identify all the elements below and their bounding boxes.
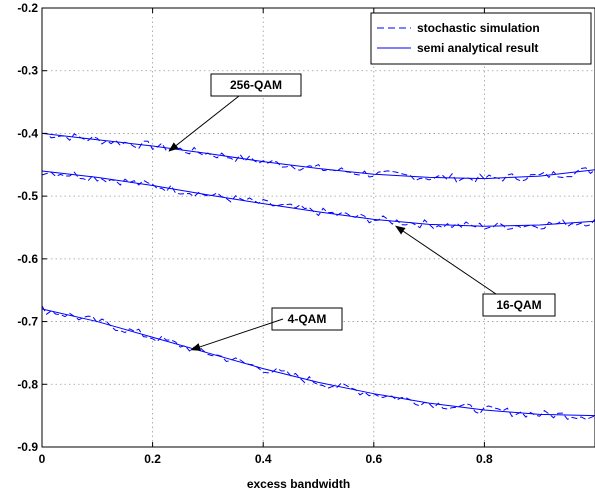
annotation-label: 256-QAM [230, 78, 282, 92]
axis-ticks: 0 0.2 0.4 0.6 0.8 -0.9 -0.8 -0.7 -0.6 -0.5 -0.4 -0.… [17, 1, 493, 466]
grid [42, 8, 595, 447]
series-semi-analytical-line [41, 132, 595, 180]
series-stochastic-line [41, 132, 595, 184]
annotation-box [271, 307, 343, 331]
series-semi-analytical-line [41, 308, 595, 417]
annotation-box [482, 293, 556, 317]
y-tick-label: -0.2 [17, 1, 38, 15]
x-tick-label: 0.4 [255, 452, 272, 466]
y-tick-label: -0.7 [17, 315, 38, 329]
annotation-box [210, 73, 302, 97]
legend-label-semi-analytical: semi analytical result [417, 41, 538, 55]
annotation-16-qam: 16-QAM [395, 225, 556, 317]
legend: stochastic simulation semi analytical re… [370, 12, 592, 65]
y-tick-label: -0.6 [17, 252, 38, 266]
legend-box [370, 12, 592, 65]
y-tick-label: -0.5 [17, 189, 38, 203]
annotation-arrow [190, 318, 284, 351]
x-tick-label: 0.6 [365, 452, 382, 466]
annotation-arrow [395, 225, 497, 295]
annotation-4-qam: 4-QAM [190, 307, 343, 351]
annotations: 256-QAM 16-QAM 4-QAM [168, 73, 556, 351]
y-tick-label: -0.9 [17, 440, 38, 454]
y-tick-label: -0.8 [17, 377, 38, 391]
legend-label-stochastic: stochastic simulation [417, 21, 540, 35]
x-tick-label: 0 [39, 452, 46, 466]
annotation-arrow [168, 95, 240, 152]
series-group [41, 132, 595, 420]
series-stochastic-line [41, 171, 595, 230]
x-tick-label: 0.2 [144, 452, 161, 466]
x-axis-label: excess bandwidth [247, 477, 350, 491]
annotation-label: 4-QAM [288, 312, 327, 326]
annotation-label: 16-QAM [496, 298, 541, 312]
y-tick-label: -0.4 [17, 126, 38, 140]
annotation-256-qam: 256-QAM [168, 73, 302, 152]
y-tick-label: -0.3 [17, 64, 38, 78]
x-tick-label: 0.8 [476, 452, 493, 466]
plot-frame [41, 7, 595, 448]
